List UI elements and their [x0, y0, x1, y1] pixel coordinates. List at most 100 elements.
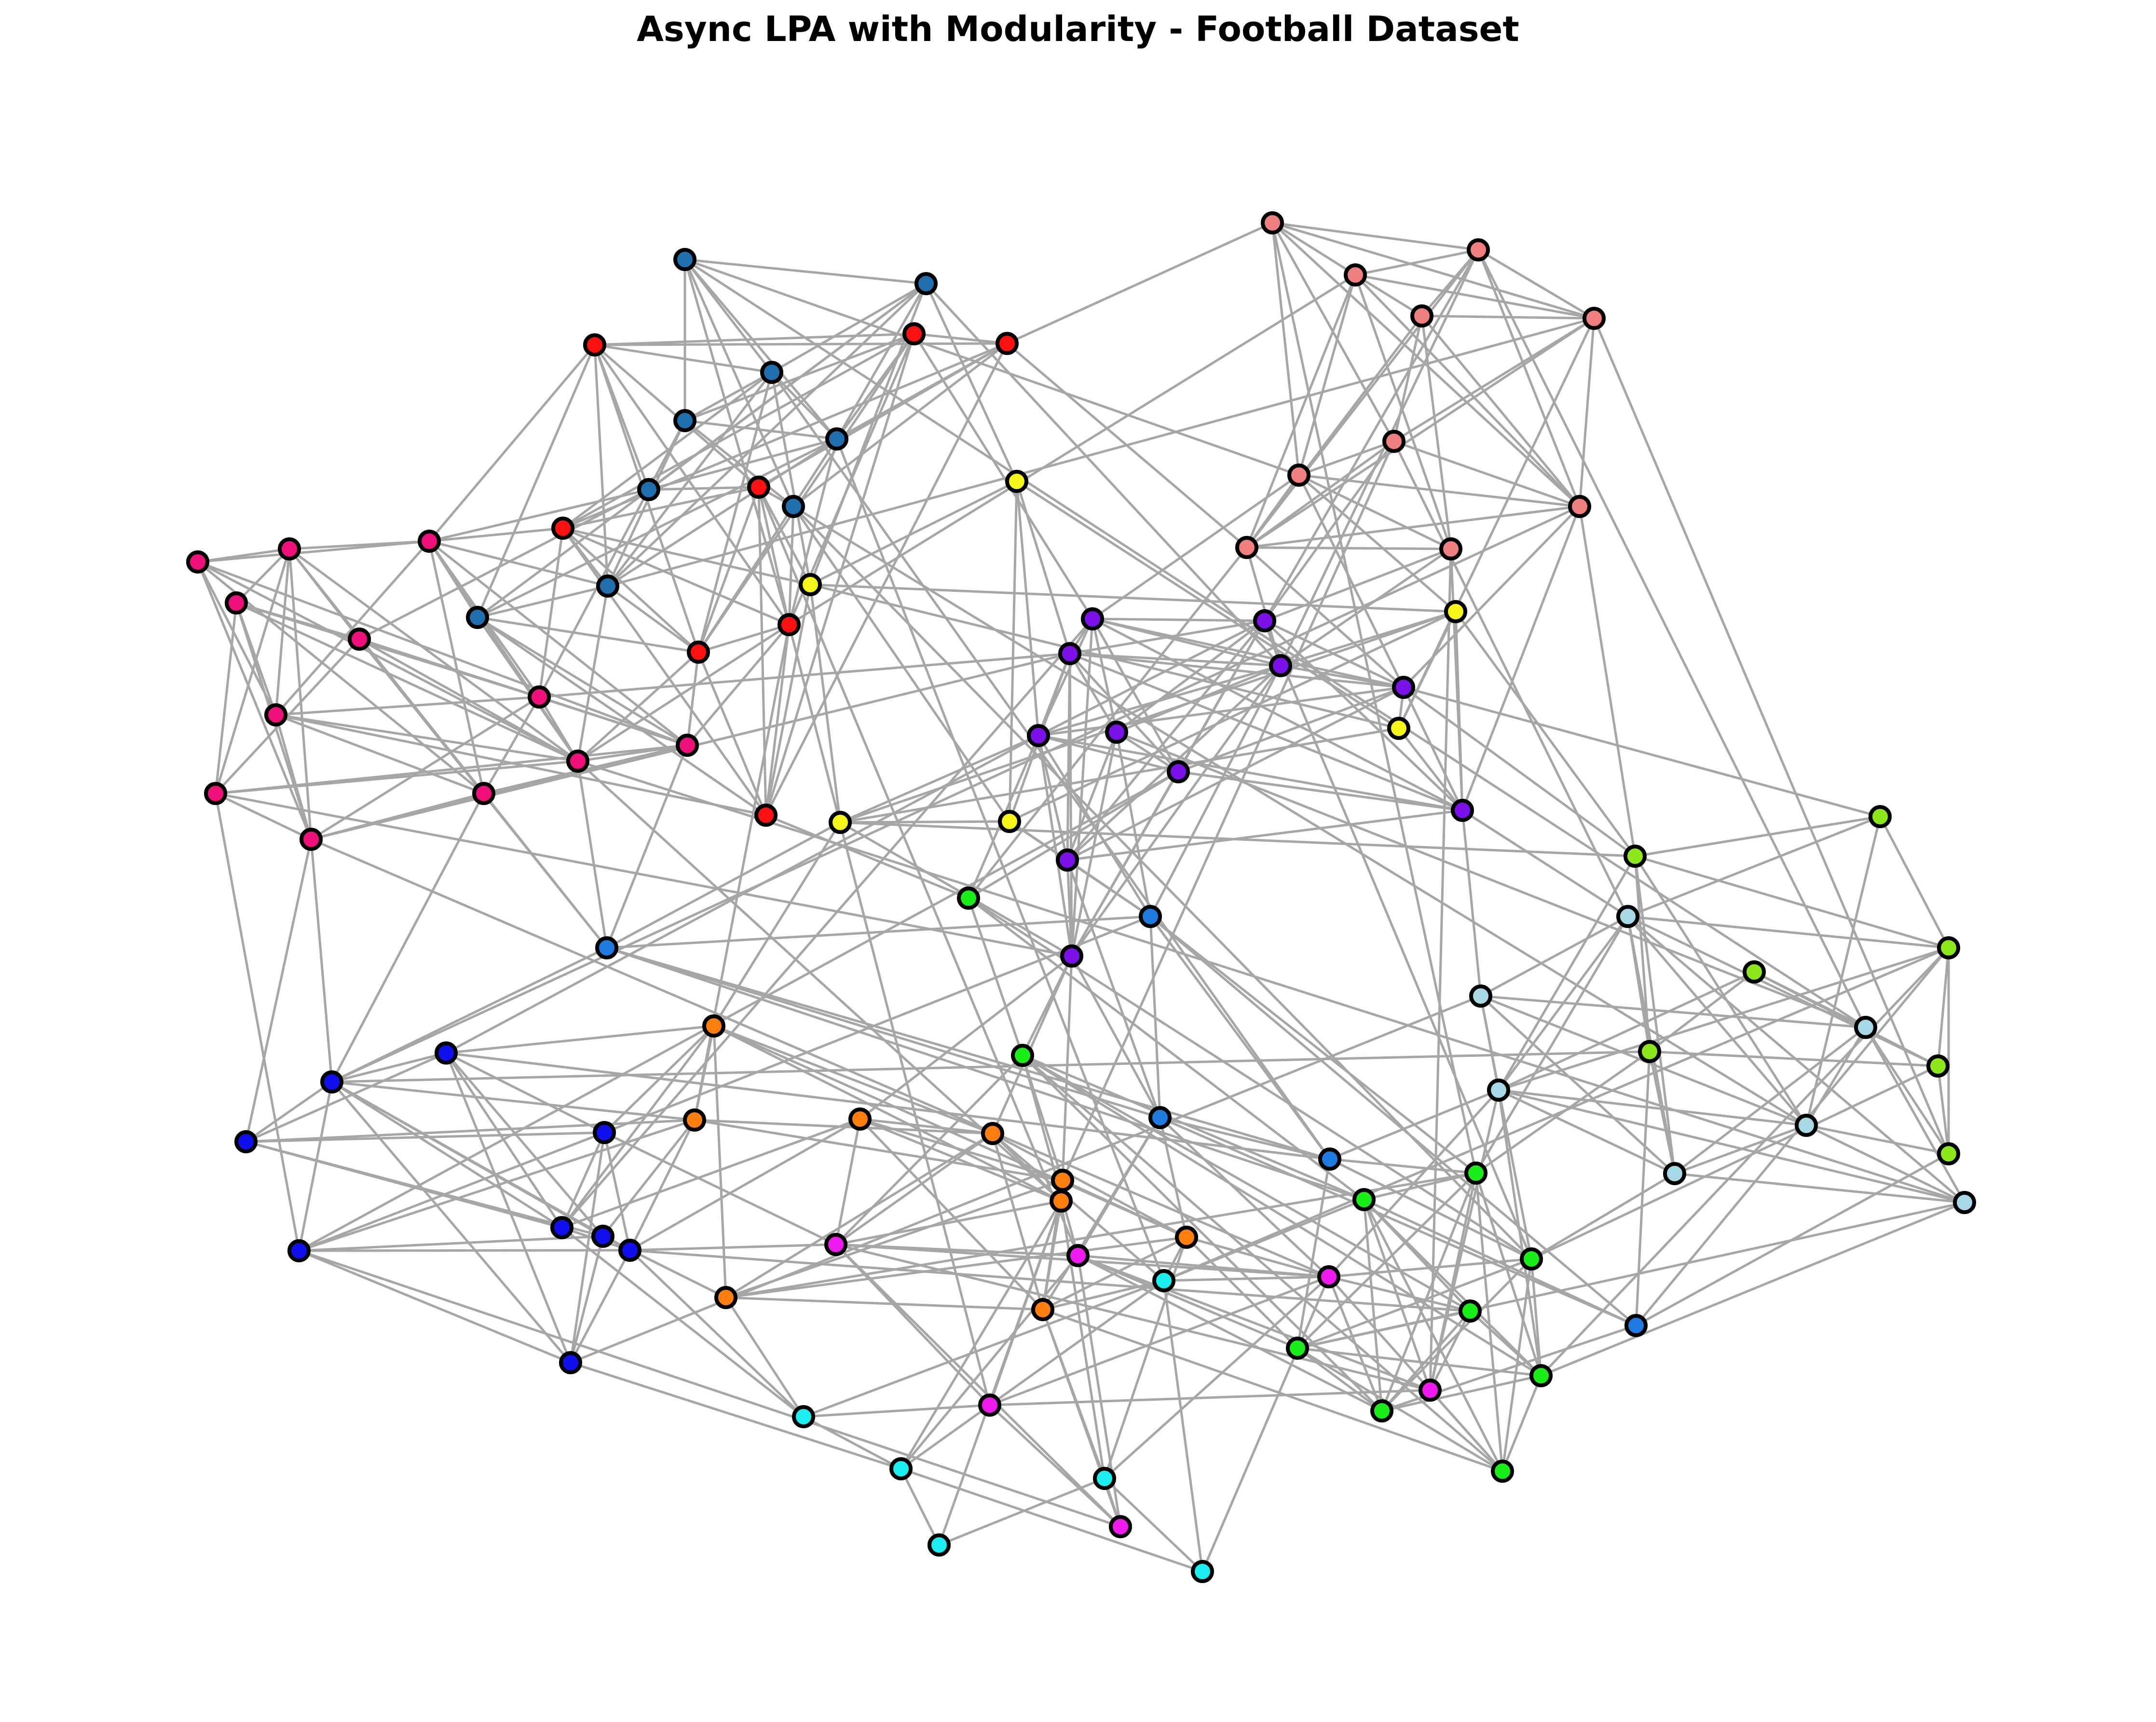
graph-edge — [299, 1249, 1121, 1528]
graph-edge — [1498, 970, 1755, 1092]
graph-edge — [697, 372, 773, 653]
graph-edge — [196, 561, 313, 840]
graph-edge — [835, 1054, 1023, 1245]
graph-node-steelblue — [596, 574, 619, 598]
graph-edge — [1246, 546, 1451, 550]
graph-edge — [835, 1243, 1431, 1392]
graph-node-yellow — [829, 811, 852, 834]
graph-edge — [275, 713, 766, 817]
graph-edge — [275, 713, 484, 795]
graph-edge — [1469, 1310, 1542, 1377]
graph-node-blue — [559, 1351, 582, 1374]
graph-node-red — [902, 322, 926, 345]
graph-edge — [693, 1025, 715, 1121]
graph-edge — [1245, 274, 1357, 548]
graph-edge — [1879, 816, 1950, 949]
graph-node-lime — [1743, 960, 1766, 984]
graph-edge — [968, 770, 1179, 900]
graph-edge — [1805, 1124, 1965, 1204]
graph-edge — [1298, 474, 1457, 613]
graph-edge — [1363, 1199, 1471, 1312]
graph-edge — [1497, 855, 1637, 1091]
graph-edge — [1329, 1158, 1476, 1175]
graph-edge — [561, 1227, 805, 1418]
graph-edge — [1363, 1199, 1383, 1411]
graph-edge — [757, 487, 767, 816]
graph-node-lightblue — [1487, 1079, 1510, 1102]
graph-edge — [1578, 318, 1596, 507]
graph-edge — [603, 1025, 715, 1134]
graph-edge — [446, 1025, 714, 1054]
graph-edge — [629, 1118, 861, 1252]
graph-edge — [299, 1235, 603, 1252]
graph-edge — [989, 1389, 1431, 1407]
graph-edge — [476, 344, 596, 618]
graph-edge — [684, 371, 773, 422]
graph-edge — [913, 333, 1094, 620]
graph-node-salmon — [1382, 430, 1405, 453]
graph-edge — [1069, 652, 1281, 667]
graph-edge — [792, 506, 1011, 822]
graph-node-green — [1459, 1299, 1482, 1323]
graph-node-pink — [204, 782, 227, 805]
graph-edge — [538, 696, 579, 762]
graph-edge — [1279, 249, 1480, 667]
graph-node-green — [1370, 1399, 1393, 1422]
graph-edge — [694, 1119, 1063, 1182]
graph-edge — [1381, 1258, 1532, 1412]
graph-edge — [1246, 505, 1580, 549]
graph-edge — [724, 1297, 805, 1418]
graph-edge — [648, 486, 759, 491]
graph-node-red — [687, 641, 710, 664]
graph-edge — [1068, 653, 1073, 957]
graph-edge — [577, 623, 790, 763]
graph-edge — [900, 1468, 941, 1546]
graph-edge — [1069, 619, 1265, 655]
graph-edge — [482, 696, 541, 794]
graph-edge — [594, 342, 1008, 346]
graph-edge — [311, 838, 1329, 1278]
graph-edge — [1066, 860, 1073, 957]
graph-edge — [1178, 770, 1463, 812]
graph-edge — [1381, 1310, 1471, 1412]
graph-node-blue — [287, 1239, 311, 1262]
graph-edge — [594, 343, 772, 374]
graph-node-red — [747, 476, 770, 499]
graph-edge — [835, 438, 1165, 1281]
graph-node-blue — [234, 1130, 258, 1153]
graph-edge — [840, 821, 1636, 858]
graph-node-red — [583, 333, 606, 356]
graph-edge — [757, 487, 791, 625]
graph-node-lime — [1937, 1142, 1960, 1165]
graph-edge — [1355, 273, 1595, 320]
graph-edge — [939, 1477, 1105, 1546]
graph-edge — [1104, 1276, 1330, 1479]
graph-edge — [1397, 611, 1457, 729]
graph-edge — [684, 420, 794, 507]
graph-edge — [764, 624, 791, 816]
graph-node-orange — [1051, 1169, 1074, 1192]
graph-edge — [331, 1080, 695, 1121]
graph-edge — [792, 505, 1807, 1127]
graph-edge — [331, 1050, 1650, 1083]
graph-edge — [1066, 732, 1118, 861]
graph-edge — [1149, 916, 1637, 1326]
graph-edge — [1159, 1117, 1330, 1278]
graph-edge — [1634, 855, 1808, 1126]
graph-node-purple — [1167, 760, 1190, 783]
graph-edge — [1263, 440, 1395, 622]
graph-edge — [1429, 548, 1452, 1391]
graph-edge — [246, 1140, 603, 1238]
graph-edge — [1264, 619, 1405, 689]
graph-node-purple — [1027, 724, 1050, 747]
graph-edge — [1403, 686, 1636, 858]
graph-edge — [1296, 1159, 1331, 1349]
graph-edge — [562, 527, 609, 587]
graph-edge — [561, 1025, 715, 1229]
graph-edge — [835, 1200, 1062, 1246]
graph-edge — [1042, 1308, 1503, 1473]
graph-edge — [603, 1132, 631, 1251]
graph-edge — [1627, 915, 1939, 1067]
graph-node-orange — [1050, 1189, 1073, 1213]
graph-edge — [764, 584, 812, 816]
